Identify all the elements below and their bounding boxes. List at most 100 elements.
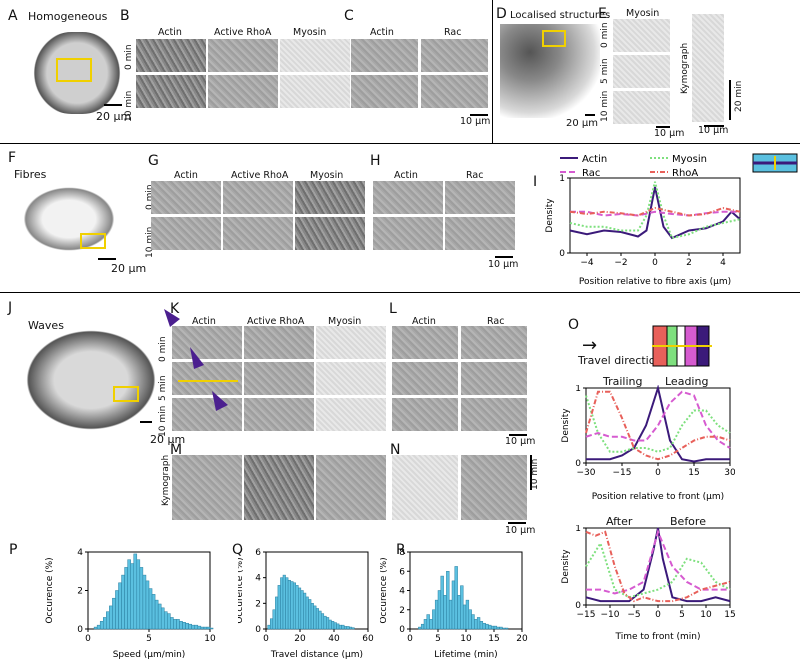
y-tick-label: 0 bbox=[77, 625, 83, 635]
histogram-bar bbox=[479, 621, 484, 630]
y-tick-label: 8 bbox=[399, 548, 405, 558]
histogram-bar bbox=[109, 605, 113, 630]
histogram-bar bbox=[451, 580, 456, 630]
histogram-bar bbox=[203, 626, 208, 630]
x-tick-label: 15 bbox=[488, 634, 499, 644]
histogram-bar bbox=[185, 622, 189, 630]
panel-h-col-actin: Actin bbox=[394, 170, 418, 181]
histogram-bar bbox=[465, 599, 470, 630]
x-axis-label: Position relative to front (µm) bbox=[592, 492, 724, 502]
histogram-bar bbox=[191, 624, 195, 630]
histogram-bar bbox=[167, 613, 171, 630]
histogram-bar bbox=[490, 625, 495, 630]
histogram-bar bbox=[173, 619, 177, 630]
panel-h-scalebar bbox=[495, 256, 513, 258]
panel-i-chart: −4 −2 0 2 4 0 1 Position relative to fibre axis… bbox=[545, 153, 798, 287]
panel-e-scalebar bbox=[656, 126, 670, 128]
histogram-bar bbox=[179, 621, 183, 630]
panel-k-col-actin: Actin bbox=[192, 316, 216, 327]
panel-n-scale-label: 10 µm bbox=[505, 525, 536, 536]
panel-n-kymograph bbox=[461, 455, 527, 520]
y-tick-label: 0 bbox=[575, 601, 581, 611]
panel-d-scale-label: 20 µm bbox=[566, 118, 599, 129]
panel-h-img bbox=[373, 217, 443, 250]
panel-h-img bbox=[445, 217, 515, 250]
legend-label-rac: Rac bbox=[582, 168, 600, 179]
panel-b-img bbox=[280, 75, 350, 108]
histogram-bar bbox=[133, 553, 138, 630]
panel-b-col-myosin: Myosin bbox=[293, 27, 327, 38]
histogram-bar bbox=[437, 590, 442, 630]
panel-l-img bbox=[461, 326, 527, 359]
panel-c-img bbox=[421, 75, 488, 108]
panel-j-scale-label: 20 µm bbox=[150, 433, 186, 446]
panel-i-letter: I bbox=[533, 174, 538, 190]
legend-label-rhoa: RhoA bbox=[672, 168, 698, 179]
legend-label-actin: Actin bbox=[582, 154, 607, 165]
panel-f-title: Fibres bbox=[14, 168, 47, 181]
histogram-bar bbox=[343, 626, 347, 630]
histogram-bar bbox=[139, 567, 144, 630]
histogram-bar bbox=[310, 603, 314, 630]
histogram-bar bbox=[170, 617, 174, 630]
panel-g-col-rhoa: Active RhoA bbox=[231, 170, 289, 181]
panel-j-title: Waves bbox=[28, 319, 64, 332]
panel-h-letter: H bbox=[370, 153, 381, 169]
panel-q-chart: 0 20 40 60 0 2 4 6 Travel distance (µm) Occurence… bbox=[238, 548, 374, 660]
x-tick-label: 20 bbox=[294, 634, 306, 644]
y-tick-label: 1 bbox=[575, 385, 581, 394]
panel-o-before: Before bbox=[670, 515, 706, 528]
plot-frame bbox=[585, 387, 731, 464]
panel-r-chart: 0 5 10 15 20 0 2 4 6 8 Lifetime (min) Occurence (%) bbox=[380, 548, 528, 660]
panel-n-scalebar bbox=[508, 522, 526, 524]
x-tick-label: 4 bbox=[720, 258, 726, 268]
x-axis-label: Travel distance (µm) bbox=[270, 650, 363, 660]
histogram-bar bbox=[476, 617, 481, 630]
histogram-bar bbox=[182, 622, 186, 630]
histogram-bar bbox=[270, 618, 274, 630]
section-divider-middle bbox=[0, 292, 800, 293]
histogram-bar bbox=[130, 563, 134, 630]
histogram-bar bbox=[426, 614, 430, 630]
panel-k-img bbox=[172, 398, 242, 431]
panel-l-img bbox=[461, 398, 527, 431]
panel-k-img bbox=[316, 326, 386, 359]
panel-l-scale-label: 10 µm bbox=[505, 436, 536, 447]
panel-e-row-5: 5 min bbox=[600, 58, 610, 84]
panel-k-img bbox=[172, 362, 242, 395]
panel-e-time-label: 20 min bbox=[734, 80, 744, 112]
histogram-bar bbox=[338, 624, 342, 630]
panel-o-after: After bbox=[606, 515, 633, 528]
panel-k-col-myosin: Myosin bbox=[328, 316, 362, 327]
panel-b-img bbox=[208, 39, 278, 72]
histogram-bar bbox=[326, 617, 330, 630]
x-tick-label: −5 bbox=[627, 610, 640, 620]
histogram-bar bbox=[118, 582, 122, 630]
histogram-bar bbox=[488, 624, 492, 630]
panel-m-kymograph bbox=[244, 455, 314, 520]
panel-o-trailing: Trailing bbox=[603, 375, 643, 388]
panel-f-image bbox=[22, 186, 116, 252]
panel-e-time-scalebar bbox=[729, 80, 731, 120]
panel-j-roi bbox=[113, 386, 139, 402]
histogram-bar bbox=[482, 622, 486, 630]
x-tick-label: 0 bbox=[85, 634, 91, 644]
x-tick-label: 15 bbox=[724, 610, 735, 620]
histogram-bar bbox=[308, 599, 312, 630]
panel-d-title: Localised structures bbox=[510, 10, 611, 21]
panel-k-letter: K bbox=[170, 301, 180, 317]
series-line-myosin bbox=[585, 541, 731, 599]
x-tick-label: 20 bbox=[516, 634, 528, 644]
panel-f-roi bbox=[80, 233, 106, 249]
histogram-bar bbox=[148, 588, 153, 630]
x-tick-label: 60 bbox=[362, 634, 374, 644]
x-tick-label: 2 bbox=[686, 258, 692, 268]
histogram-bar bbox=[423, 619, 428, 630]
y-tick-label: 4 bbox=[399, 587, 405, 597]
panel-g-img bbox=[295, 181, 365, 214]
panel-a-cell-image bbox=[33, 32, 121, 114]
y-tick-label: 0 bbox=[559, 249, 565, 259]
histogram-bar bbox=[112, 597, 116, 630]
panel-f-scale-label: 20 µm bbox=[111, 262, 147, 275]
panel-m-kymograph bbox=[172, 455, 242, 520]
